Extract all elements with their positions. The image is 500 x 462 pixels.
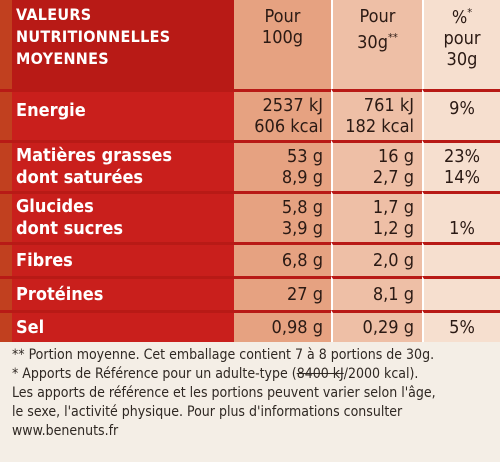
row-percent: 5% [422,310,500,342]
value-line: 2537 kJ [262,95,324,116]
value-line: 1,7 g [372,197,414,218]
value-line [424,197,500,218]
row-value-30g: 1,7 g 1,2 g [331,191,422,242]
nutrient-name: Sel [16,316,45,338]
row-percent: 1% [422,191,500,242]
nutrient-name: Matières grasses [16,145,172,166]
value-line: 53 g [286,146,323,167]
row-percent [422,276,500,310]
value-line: 0,29 g [362,317,414,338]
left-edge [0,140,12,191]
footnote-strike-text: 8400 kJ [296,366,344,382]
header-col3-line: pour [443,28,481,49]
value-line: 14% [444,167,480,188]
header-label-line: MOYENNES [16,49,109,68]
header-col2-line: Pour [359,6,396,27]
header-col3-line: % [451,7,468,28]
value-line: 3,9 g [281,218,323,239]
double-asterisk: ** [387,31,398,44]
row-value-30g: 16 g 2,7 g [331,140,422,191]
value-line: 1,2 g [372,218,414,239]
value-line: 0,98 g [271,317,323,338]
header-label-line: NUTRITIONNELLES [16,27,171,46]
nutrient-name: Fibres [16,249,73,271]
row-label: Matières grasses dont saturées [12,140,234,191]
row-value-30g: 0,29 g [331,310,422,342]
row-value-30g: 761 kJ 182 kcal [331,89,422,140]
header-col1-line: 100g [261,27,304,48]
left-edge [0,191,12,242]
left-edge [0,310,12,342]
left-edge [0,242,12,276]
header-col2-line: 30g [357,32,388,53]
value-line: 761 kJ [363,95,414,116]
row-percent: 23% 14% [422,140,500,191]
value-line: 606 kcal [254,116,323,137]
left-edge [0,89,12,140]
row-value-100g: 5,8 g 3,9 g [234,191,331,242]
row-label: Sel [12,310,234,342]
value-line: 8,9 g [281,167,323,188]
header-per-100g: Pour 100g [234,0,331,89]
header-col1-line: Pour [264,6,301,27]
value-line: 9% [449,98,475,119]
value-line: 1% [449,218,475,239]
value-line: 27 g [286,284,323,305]
row-label: Protéines [12,276,234,310]
website-link: www.benenuts.fr [12,423,119,439]
footnote-text: /2000 kcal). [343,366,419,382]
row-value-100g: 27 g [234,276,331,310]
value-line: 182 kcal [345,116,414,137]
footnote-text: * Apports de Référence pour un adulte-ty… [12,366,297,382]
nutrient-name: Energie [16,100,86,121]
row-value-30g: 8,1 g [331,276,422,310]
value-line: 5,8 g [281,197,323,218]
nutrient-name: dont saturées [16,167,144,188]
header-per-30g: Pour 30g** [331,0,422,89]
row-label: Glucides dont sucres [12,191,234,242]
footnote-reference: * Apports de Référence pour un adulte-ty… [12,365,500,384]
header-label: VALEURS NUTRITIONNELLES MOYENNES [12,0,234,89]
nutrient-name: Protéines [16,283,104,305]
value-line: 8,1 g [372,284,414,305]
footnote-line: Les apports de référence et les portions… [12,385,436,401]
row-value-100g: 6,8 g [234,242,331,276]
header-percent: %* pour 30g [422,0,500,89]
value-line: 16 g [377,146,414,167]
value-line: 2,0 g [372,250,414,271]
row-value-30g: 2,0 g [331,242,422,276]
value-line: 5% [449,317,475,338]
row-value-100g: 2537 kJ 606 kcal [234,89,331,140]
left-edge [0,0,12,89]
value-line: 23% [444,146,480,167]
nutrient-name: dont sucres [16,218,124,239]
asterisk: * [467,6,473,19]
nutrition-table: VALEURS NUTRITIONNELLES MOYENNES Pour 10… [0,0,500,342]
nutrient-name: Glucides [16,196,94,217]
header-col3-line: 30g [446,49,478,70]
footnotes: ** Portion moyenne. Cet emballage contie… [0,342,500,462]
row-label: Fibres [12,242,234,276]
row-percent [422,242,500,276]
row-value-100g: 0,98 g [234,310,331,342]
row-percent: 9% [422,89,500,140]
footnote-portion: ** Portion moyenne. Cet emballage contie… [12,347,435,363]
row-label: Energie [12,89,234,140]
value-line: 6,8 g [281,250,323,271]
footnote-line: le sexe, l'activité physique. Pour plus … [12,404,403,420]
value-line: 2,7 g [372,167,414,188]
left-edge [0,276,12,310]
row-value-100g: 53 g 8,9 g [234,140,331,191]
header-label-line: VALEURS [16,5,92,24]
